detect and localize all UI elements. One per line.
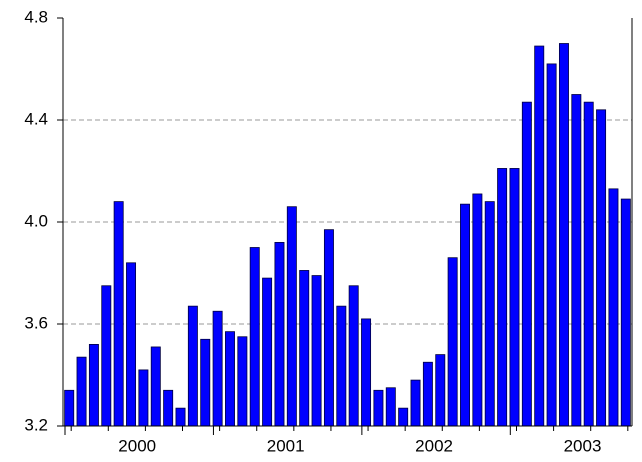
x-tick-label: 2001 [267,436,305,455]
bar [447,257,458,427]
bar [336,305,347,427]
bar [175,407,186,427]
bar [398,407,409,427]
y-tick-label: 4.4 [24,109,48,128]
bar [150,346,161,427]
bar [571,94,582,427]
y-tick-label: 4.0 [24,211,48,230]
bar [558,43,569,427]
bar [163,389,174,427]
bar [348,285,359,427]
bar [509,168,520,427]
bar [200,338,211,427]
bar [608,188,619,427]
x-tick-label: 2000 [118,436,156,455]
bar [187,305,198,427]
bar [583,101,594,427]
bar [410,379,421,427]
bar [596,109,607,427]
bar [113,201,124,427]
bar [484,201,495,427]
bar [497,168,508,427]
bar [274,241,285,427]
bar [286,206,297,427]
bar [311,275,322,427]
bar [460,203,470,427]
bar [262,277,273,427]
bar [249,247,260,427]
bar [472,193,483,427]
bar [422,361,433,427]
bar [138,369,149,427]
y-tick-label: 4.8 [24,7,48,26]
bar [323,229,334,427]
bar [435,354,446,427]
bar [361,318,372,427]
bar [385,387,396,427]
bar [64,389,75,427]
bar [212,310,223,427]
x-tick-label: 2002 [415,436,453,455]
bar [225,331,235,427]
bar [237,336,248,427]
bar [521,101,532,427]
bar [299,270,310,427]
bar [88,343,99,427]
bar [534,45,545,427]
y-tick-label: 3.6 [24,313,48,332]
bar [546,63,557,427]
bar [126,262,137,427]
bar [620,198,631,427]
x-tick-label: 2003 [564,436,602,455]
bar [76,356,87,427]
y-tick-label: 3.2 [24,415,48,434]
bar [373,389,384,427]
bar [101,285,112,427]
